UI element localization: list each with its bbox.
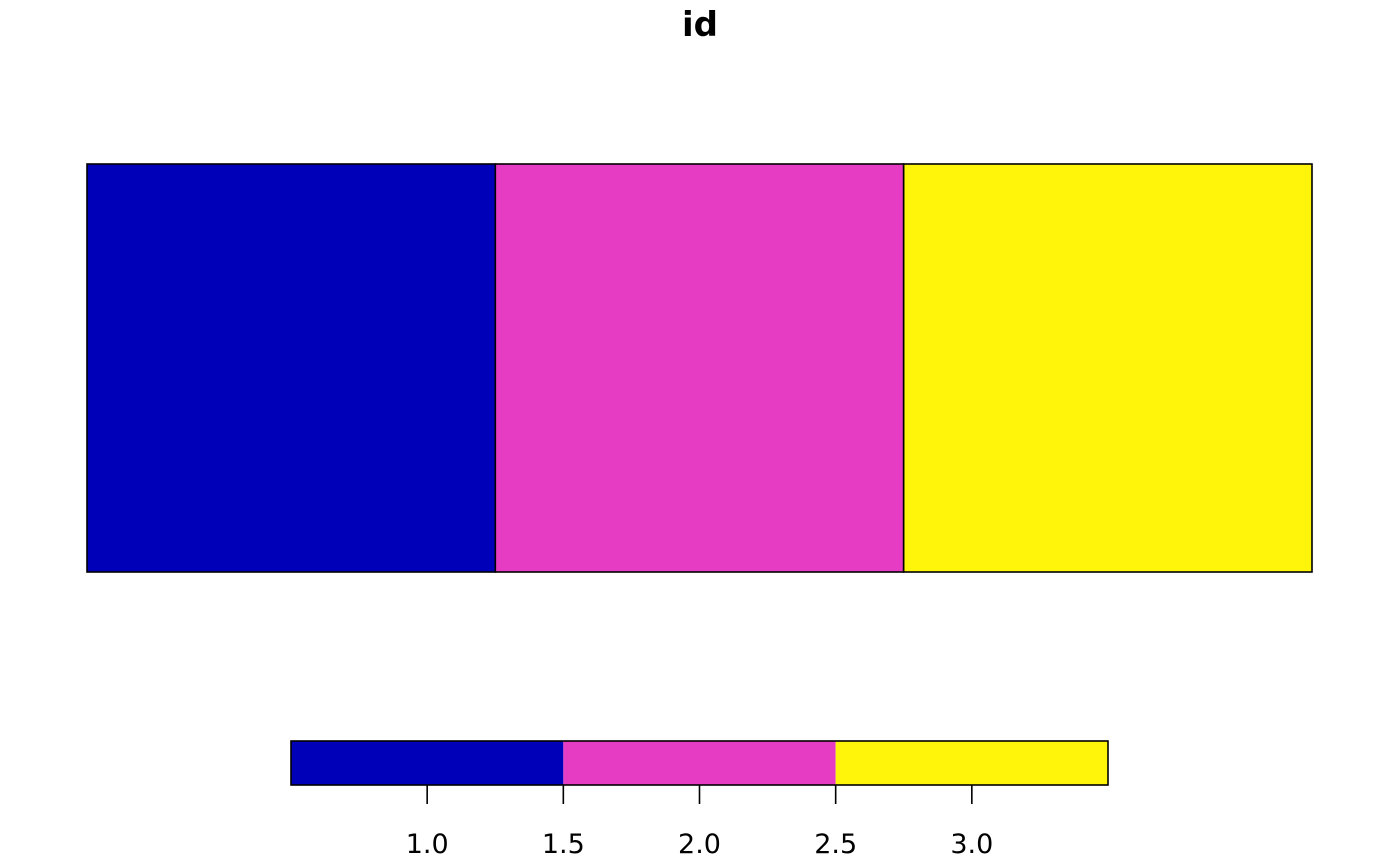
colorbar-tick-label: 2.5	[814, 829, 857, 860]
raster-cell-3	[902, 163, 1313, 573]
colorbar-tick-label: 1.0	[406, 829, 449, 860]
raster-cell-1	[86, 163, 497, 573]
chart-title: id	[682, 5, 718, 45]
colorbar-tick-label: 2.0	[678, 829, 721, 860]
colorbar-segment	[563, 741, 836, 785]
colorbar-tick-label: 1.5	[542, 829, 585, 860]
colorbar-segment	[835, 741, 1108, 785]
colorbar-segment	[291, 741, 564, 785]
raster-cell-2	[494, 163, 905, 573]
colorbar-tick-label: 3.0	[950, 829, 993, 860]
raster-cells	[86, 163, 1313, 573]
colorbar-legend: 1.0 1.5 2.0 2.5 3.0	[290, 740, 1109, 860]
